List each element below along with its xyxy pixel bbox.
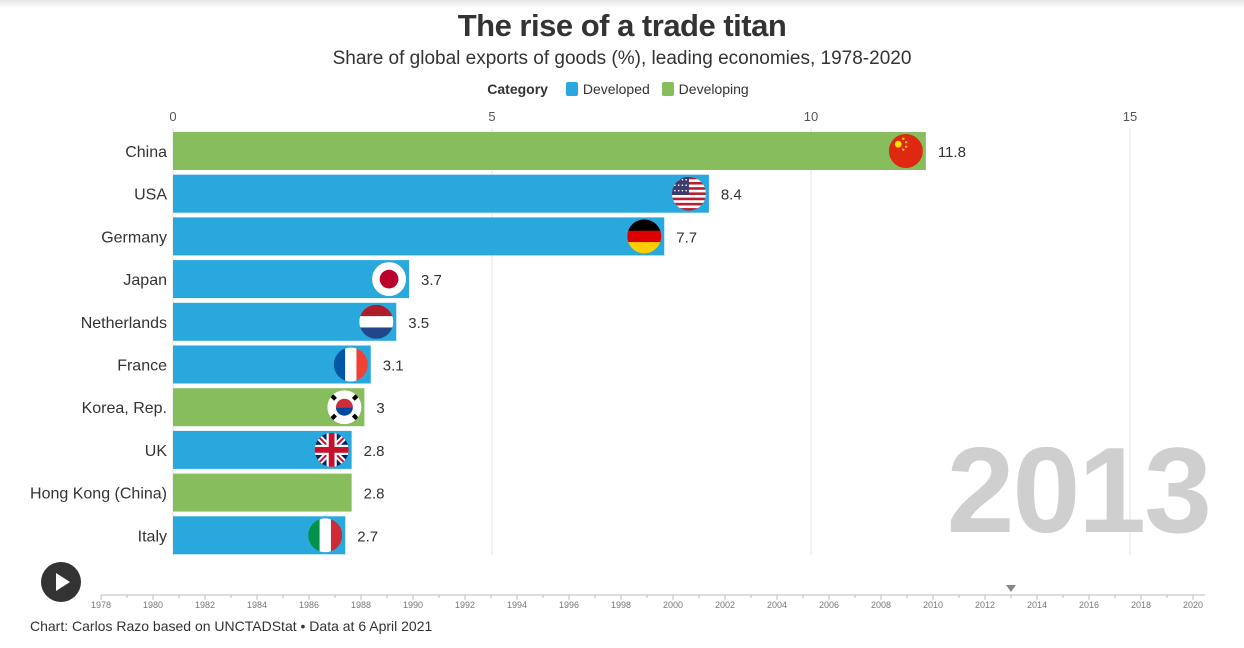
x-tick-label: 15 [1123,109,1137,124]
timeline-label: 1988 [351,600,371,610]
timeline-label: 1990 [403,600,423,610]
bar-netherlands[interactable] [173,302,397,341]
legend-label-developed: Developed [582,81,650,97]
category-label-netherlands: Netherlands [81,315,167,332]
data-label-korea-rep: 3 [376,400,384,417]
bar-chart: 0 5 10 15 China 11.8 USA 8.4 Germany 7.7 Japan 3.7 N… [30,109,1137,555]
category-label-japan: Japan [123,272,167,289]
legend: Category Developed Developing [0,81,1244,97]
legend-swatch-developed [565,82,578,96]
timeline-label: 2002 [715,600,735,610]
timeline-label: 1986 [299,600,319,610]
category-label-france: France [117,358,167,375]
data-label-japan: 3.7 [421,272,442,289]
bar-hong-kong-china[interactable] [173,473,352,512]
year-watermark: 2013 [946,422,1212,558]
legend-item-developing[interactable]: Developing [661,81,749,97]
timeline-label: 2020 [1183,600,1203,610]
uk-flag-icon [314,432,349,467]
timeline-label: 2018 [1131,600,1151,610]
timeline-label: 1992 [455,600,475,610]
category-label-italy: Italy [138,528,167,545]
legend-label-developing: Developing [678,81,749,97]
timeline-label: 1980 [143,600,163,610]
bar-germany[interactable] [173,217,665,256]
category-label-uk: UK [145,443,168,460]
china-flag-icon [888,134,923,168]
timeline-slider[interactable]: 1978 1980 1982 1984 1986 1988 1990 1992 1994 1996… [0,580,1244,616]
timeline-label: 2006 [819,600,839,610]
timeline-label: 2008 [871,600,891,610]
korea-flag-icon [327,390,362,425]
legend-title: Category [487,81,548,97]
timeline-label: 2016 [1079,600,1099,610]
x-tick-label: 10 [804,109,818,124]
bar-usa[interactable] [173,174,709,213]
timeline-label: 1984 [247,600,267,610]
legend-swatch-developing [661,82,674,96]
category-label-hong-kong-china: Hong Kong (China) [30,486,167,503]
timeline-label: 1996 [559,600,579,610]
italy-flag-icon [308,518,343,553]
bar-japan[interactable] [173,260,410,299]
bar-china[interactable] [173,132,926,170]
source-note: Chart: Carlos Razo based on UNCTADStat •… [30,618,433,634]
timeline-label: 2012 [975,600,995,610]
data-label-hong-kong-china: 2.8 [364,486,385,503]
timeline-label: 1982 [195,600,215,610]
data-label-netherlands: 3.5 [408,315,429,332]
category-label-germany: Germany [101,229,167,246]
timeline-label: 2014 [1027,600,1047,610]
usa-flag-icon [671,176,706,211]
x-tick-label: 0 [169,109,176,124]
data-label-germany: 7.7 [676,229,697,246]
timeline-label: 1998 [611,600,631,610]
timeline-label: 1978 [91,600,111,610]
x-tick-label: 5 [488,109,495,124]
chart-title: The rise of a trade titan [457,8,787,43]
chart-subtitle: Share of global exports of goods (%), le… [332,48,912,69]
timeline-label: 2010 [923,600,943,610]
data-label-china: 11.8 [938,144,966,161]
germany-flag-icon [627,219,662,254]
france-flag-icon [333,347,368,382]
netherlands-flag-icon [359,304,394,339]
top-shade [0,0,1244,8]
legend-item-developed[interactable]: Developed [565,81,650,97]
timeline-label: 1994 [507,600,527,610]
play-button[interactable] [41,562,81,602]
play-icon [56,573,70,591]
timeline-label: 2004 [767,600,787,610]
category-label-korea-rep: Korea, Rep. [82,400,167,417]
data-label-france: 3.1 [383,358,404,375]
data-label-usa: 8.4 [721,187,742,204]
timeline-label: 2000 [663,600,683,610]
category-label-usa: USA [134,187,167,204]
japan-flag-icon [372,262,407,297]
data-label-italy: 2.7 [357,528,378,545]
category-label-china: China [125,144,167,161]
data-label-uk: 2.8 [364,443,385,460]
timeline-handle[interactable] [1006,585,1016,592]
